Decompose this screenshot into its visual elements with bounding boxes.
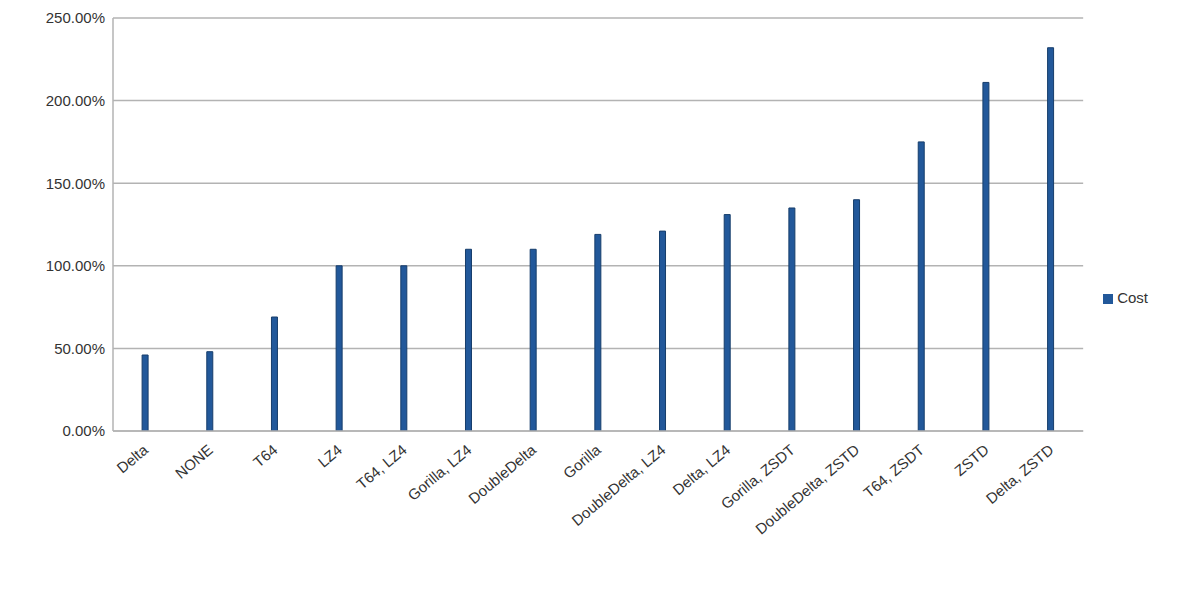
svg-text:DoubleDelta: DoubleDelta (465, 440, 540, 507)
svg-text:DoubleDelta, ZSTD: DoubleDelta, ZSTD (752, 441, 863, 538)
svg-text:150.00%: 150.00% (46, 175, 105, 192)
svg-text:250.00%: 250.00% (46, 9, 105, 26)
svg-text:50.00%: 50.00% (54, 340, 105, 357)
svg-text:T64: T64 (250, 441, 281, 471)
svg-text:100.00%: 100.00% (46, 257, 105, 274)
svg-text:200.00%: 200.00% (46, 92, 105, 109)
svg-text:Delta, LZ4: Delta, LZ4 (669, 441, 733, 499)
svg-text:Delta: Delta (113, 440, 151, 476)
svg-text:T64, LZ4: T64, LZ4 (353, 441, 410, 493)
svg-text:NONE: NONE (172, 441, 216, 482)
svg-text:Gorilla, ZSDT: Gorilla, ZSDT (717, 440, 798, 513)
svg-text:DoubleDelta, LZ4: DoubleDelta, LZ4 (568, 441, 668, 529)
svg-text:ZSTD: ZSTD (951, 441, 992, 479)
svg-text:Gorilla: Gorilla (560, 440, 605, 481)
svg-text:LZ4: LZ4 (314, 441, 345, 471)
svg-text:Delta, ZSTD: Delta, ZSTD (982, 441, 1056, 507)
svg-text:T64, ZSDT: T64, ZSDT (860, 441, 927, 501)
svg-text:Gorilla, LZ4: Gorilla, LZ4 (404, 441, 474, 504)
svg-text:0.00%: 0.00% (62, 422, 105, 439)
html-text:Cost: Cost (1117, 288, 1148, 306)
